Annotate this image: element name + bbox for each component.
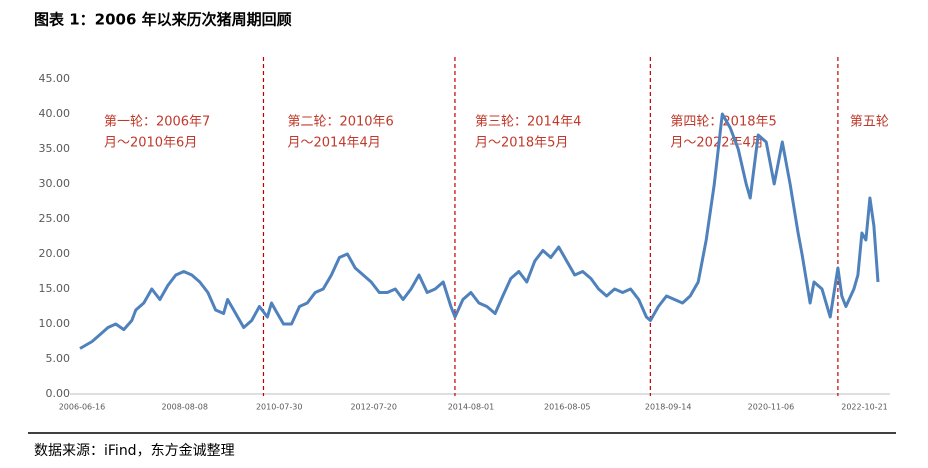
annotation: 第二轮：2010年6 (287, 115, 393, 130)
annotation: 第三轮：2014年4 (475, 115, 581, 130)
annotation: 月～2010年6月 (104, 136, 197, 151)
chart-title: 图表 1：2006 年以来历次猪周期回顾 (34, 11, 292, 29)
y-tick-label: 0.00 (46, 387, 71, 400)
y-tick-label: 25.00 (39, 212, 71, 225)
price-line (79, 112, 880, 350)
y-tick-label: 35.00 (39, 142, 71, 155)
x-tick-label: 2022-10-21 (841, 403, 888, 412)
x-tick-label: 2016-08-05 (544, 403, 591, 412)
annotation: 第四轮：2018年5 (670, 115, 776, 130)
y-tick-label: 20.00 (39, 247, 71, 260)
x-tick-label: 2018-09-14 (645, 403, 692, 412)
source: 数据来源：iFind，东方金诚整理 (34, 443, 235, 459)
y-tick-label: 5.00 (46, 352, 71, 365)
x-tick-label: 2020-11-06 (748, 403, 795, 412)
x-tick-label: 2008-08-08 (161, 403, 208, 412)
x-tick-label: 2012-07-20 (350, 403, 397, 412)
y-tick-label: 40.00 (39, 107, 71, 120)
annotation: 第一轮：2006年7 (104, 115, 210, 130)
annotation: 月～2022年4月 (670, 136, 763, 151)
annotation: 月～2014年4月 (287, 136, 380, 151)
x-tick-label: 2010-07-30 (256, 403, 303, 412)
x-tick-label: 2006-06-16 (59, 403, 106, 412)
annotation: 月～2018年5月 (475, 136, 568, 151)
y-tick-label: 15.00 (39, 282, 71, 295)
annotation: 第五轮 (850, 115, 889, 130)
y-tick-label: 30.00 (39, 177, 71, 190)
y-tick-label: 45.00 (39, 72, 71, 85)
x-tick-label: 2014-08-01 (448, 403, 495, 412)
y-tick-label: 10.00 (39, 317, 71, 330)
